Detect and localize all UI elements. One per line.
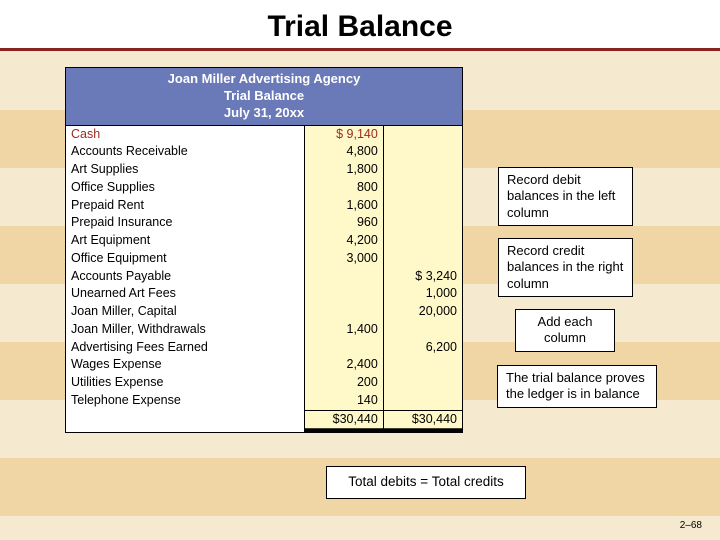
credit-cell [383,126,462,144]
table-row: Accounts Receivable4,800 [66,143,462,161]
table-row: Wages Expense2,400 [66,356,462,374]
debit-cell: 140 [305,392,384,410]
table-row: Cash$ 9,140 [66,126,462,144]
account-name: Telephone Expense [66,392,305,410]
account-name: Accounts Payable [66,268,305,286]
credit-cell [383,161,462,179]
table-row: Art Equipment4,200 [66,232,462,250]
table-row: Office Supplies800 [66,179,462,197]
callout-proves-balance: The trial balance proves the ledger is i… [497,365,657,408]
table-row: Joan Miller, Withdrawals1,400 [66,321,462,339]
callout-equation: Total debits = Total credits [326,466,526,499]
debit-cell: $ 9,140 [305,126,384,144]
debit-cell: 200 [305,374,384,392]
account-name: Cash [66,126,305,144]
credit-cell [383,197,462,215]
account-name: Office Equipment [66,250,305,268]
callout-debit-left: Record debit balances in the left column [498,167,633,226]
account-name: Joan Miller, Capital [66,303,305,321]
header-company: Joan Miller Advertising Agency [66,71,462,88]
credit-cell [383,356,462,374]
debit-cell [305,268,384,286]
table-row: Utilities Expense200 [66,374,462,392]
totals-credit: $30,440 [383,410,462,432]
account-name: Office Supplies [66,179,305,197]
table-row: Joan Miller, Capital 20,000 [66,303,462,321]
debit-cell: 800 [305,179,384,197]
credit-cell [383,250,462,268]
credit-cell [383,321,462,339]
table-row: Prepaid Rent1,600 [66,197,462,215]
account-name: Art Supplies [66,161,305,179]
account-name: Wages Expense [66,356,305,374]
credit-cell: 6,200 [383,339,462,357]
account-name: Prepaid Insurance [66,214,305,232]
account-name: Joan Miller, Withdrawals [66,321,305,339]
credit-cell: 20,000 [383,303,462,321]
debit-cell: 4,800 [305,143,384,161]
table-row: Telephone Expense140 [66,392,462,410]
table-row: Prepaid Insurance960 [66,214,462,232]
totals-debit: $30,440 [305,410,384,432]
credit-cell: 1,000 [383,285,462,303]
account-name: Prepaid Rent [66,197,305,215]
table-row: Office Equipment3,000 [66,250,462,268]
totals-row: $30,440$30,440 [66,410,462,432]
credit-cell [383,143,462,161]
slide-title: Trial Balance [0,0,720,48]
table-body: Cash$ 9,140Accounts Receivable4,800Art S… [66,126,462,433]
table-row: Art Supplies1,800 [66,161,462,179]
credit-cell [383,232,462,250]
debit-cell: 1,600 [305,197,384,215]
credit-cell: $ 3,240 [383,268,462,286]
credit-cell [383,392,462,410]
debit-cell: 1,400 [305,321,384,339]
account-name: Advertising Fees Earned [66,339,305,357]
header-date: July 31, 20xx [66,105,462,122]
account-name: Utilities Expense [66,374,305,392]
debit-cell: 2,400 [305,356,384,374]
debit-cell [305,339,384,357]
callout-credit-right: Record credit balances in the right colu… [498,238,633,297]
credit-cell [383,214,462,232]
table-row: Unearned Art Fees 1,000 [66,285,462,303]
account-name: Unearned Art Fees [66,285,305,303]
table-row: Accounts Payable $ 3,240 [66,268,462,286]
debit-cell: 960 [305,214,384,232]
table-row: Advertising Fees Earned 6,200 [66,339,462,357]
debit-cell: 4,200 [305,232,384,250]
credit-cell [383,374,462,392]
debit-cell [305,303,384,321]
slide-canvas: Joan Miller Advertising Agency Trial Bal… [0,51,720,539]
table-header: Joan Miller Advertising Agency Trial Bal… [66,68,462,126]
page-number: 2–68 [680,520,702,531]
header-report: Trial Balance [66,88,462,105]
account-name: Art Equipment [66,232,305,250]
debit-cell: 3,000 [305,250,384,268]
trial-balance-table: Joan Miller Advertising Agency Trial Bal… [65,67,463,433]
debit-cell: 1,800 [305,161,384,179]
credit-cell [383,179,462,197]
debit-cell [305,285,384,303]
totals-label [66,410,305,432]
callout-add-columns: Add each column [515,309,615,352]
account-name: Accounts Receivable [66,143,305,161]
